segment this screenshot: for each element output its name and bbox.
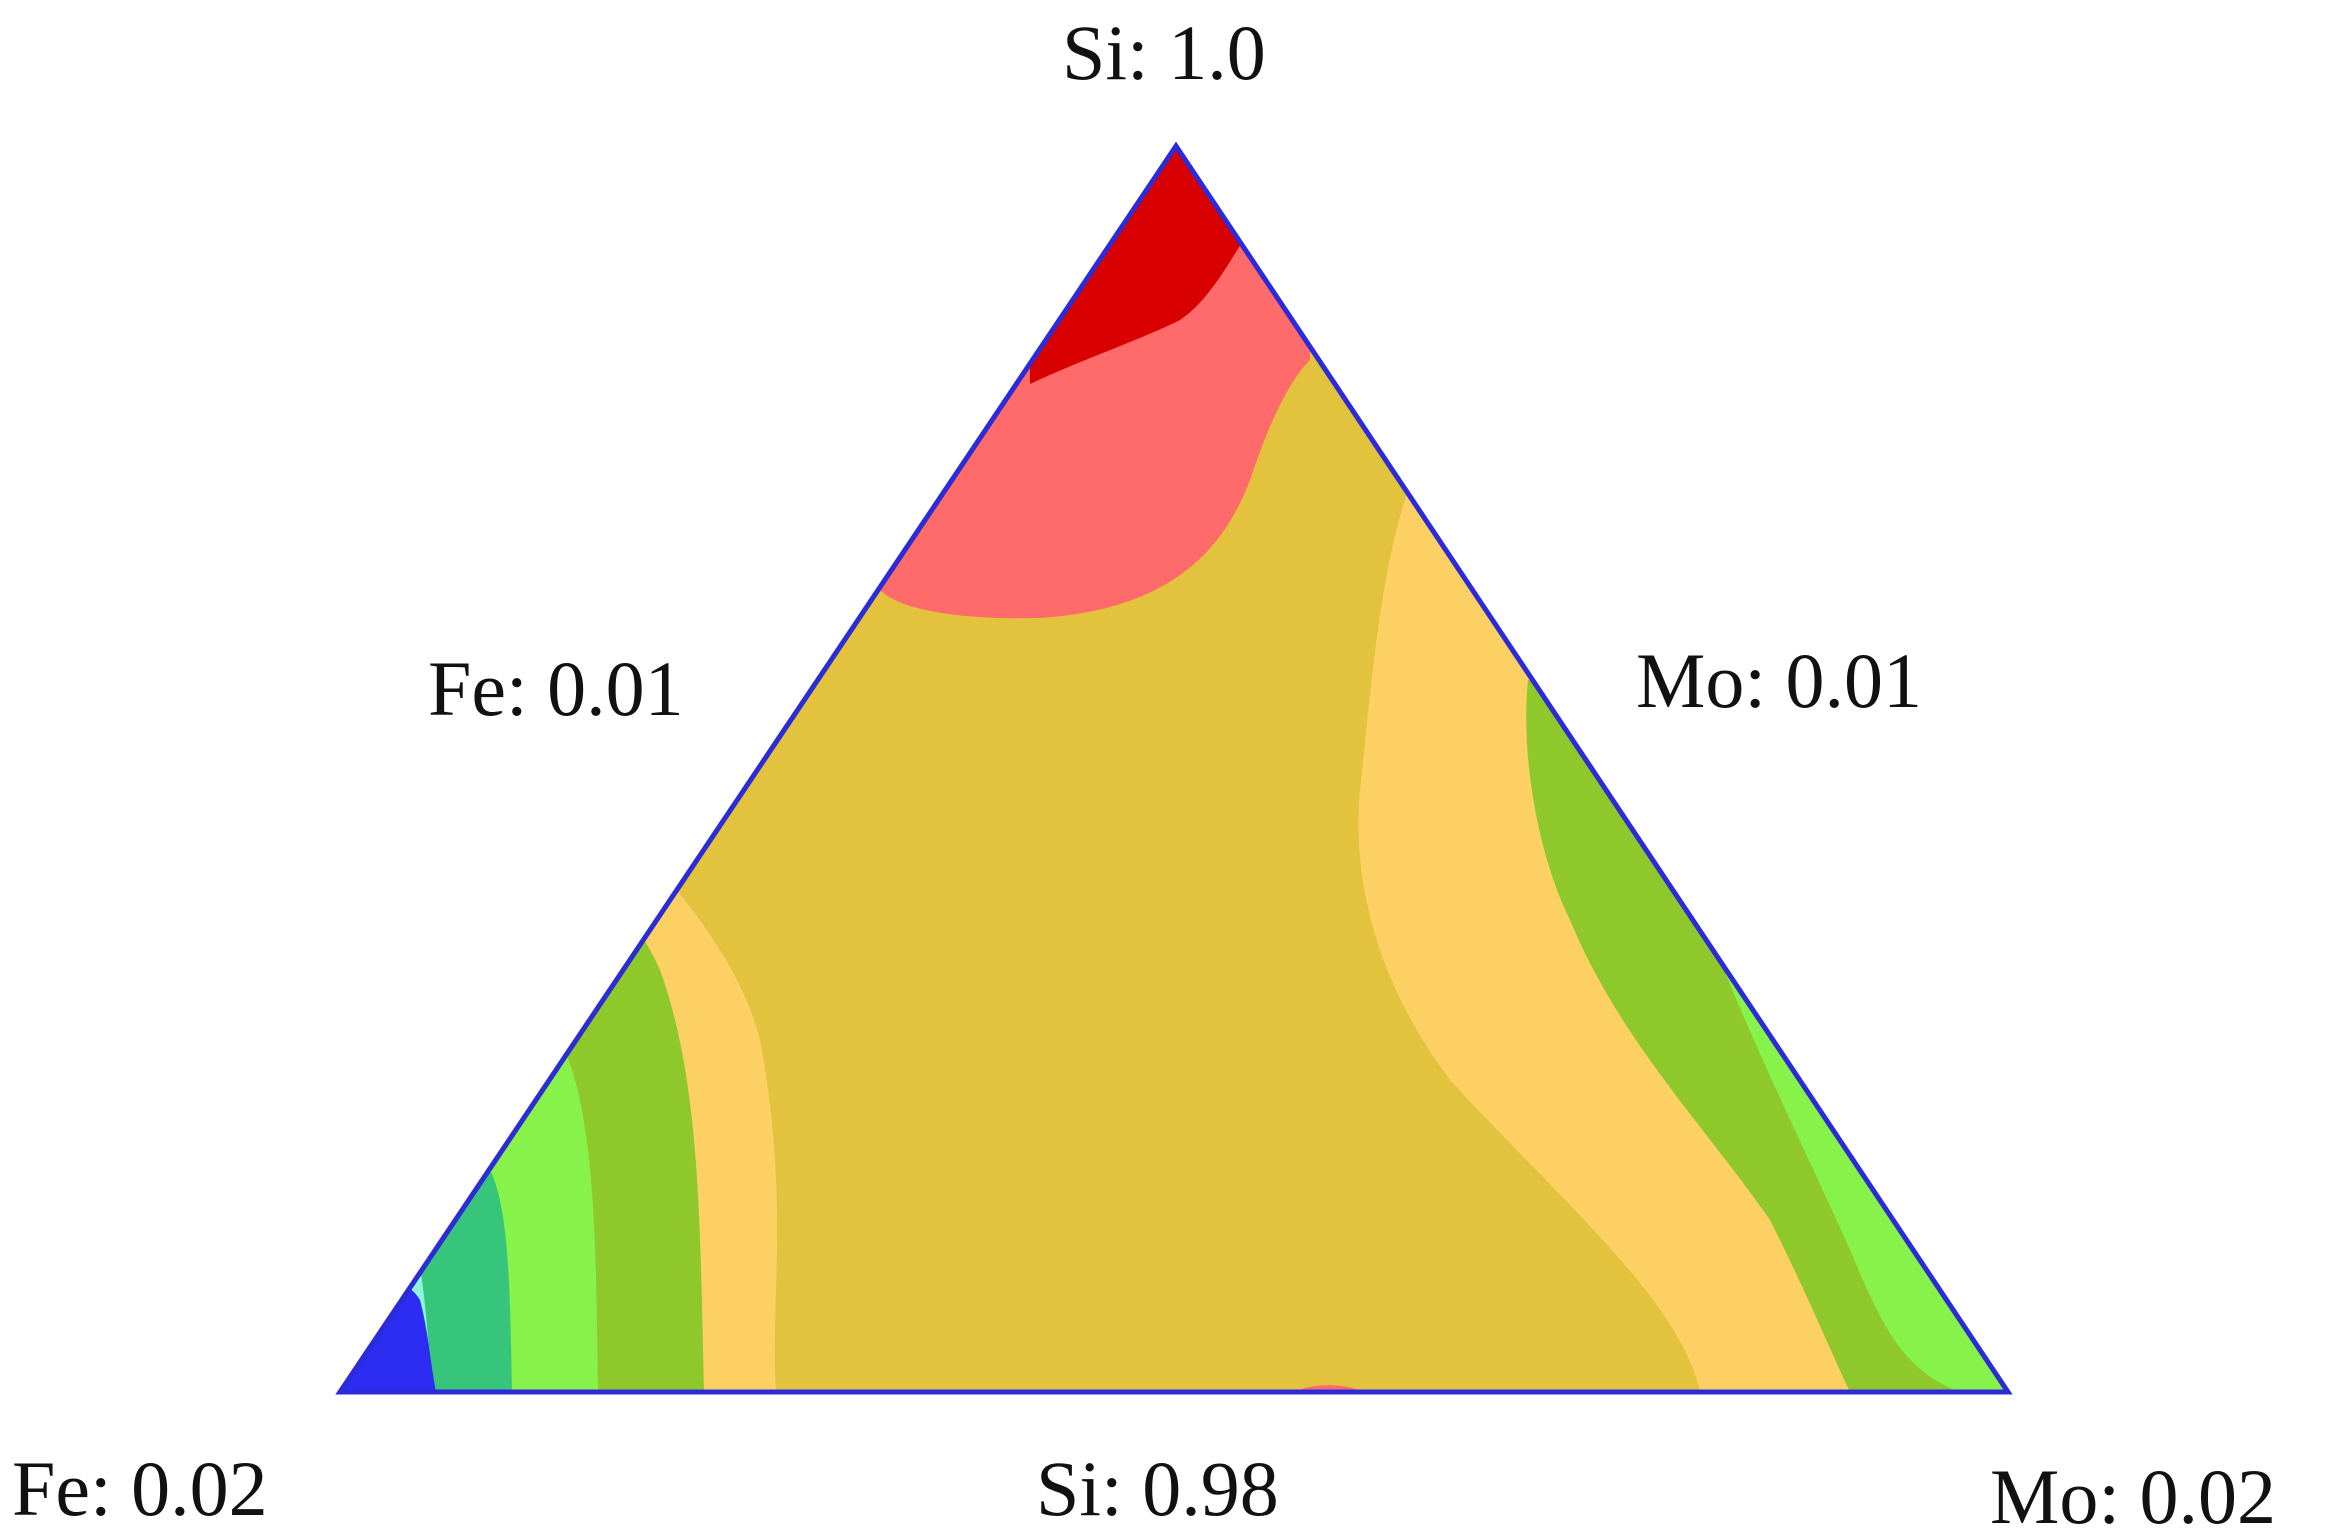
region-blue-left — [340, 1285, 436, 1392]
label-si-top: Si: 1.0 — [1062, 9, 1266, 96]
label-fe-bottom: Fe: 0.02 — [12, 1445, 268, 1532]
label-mo-mid: Mo: 0.01 — [1636, 637, 1923, 724]
contour-regions — [340, 146, 2008, 1392]
label-fe-mid: Fe: 0.01 — [428, 645, 684, 732]
label-si-bottom: Si: 0.98 — [1036, 1445, 1279, 1532]
label-mo-bottom: Mo: 0.02 — [1990, 1453, 2277, 1540]
triangle-outline — [335, 141, 2013, 1395]
